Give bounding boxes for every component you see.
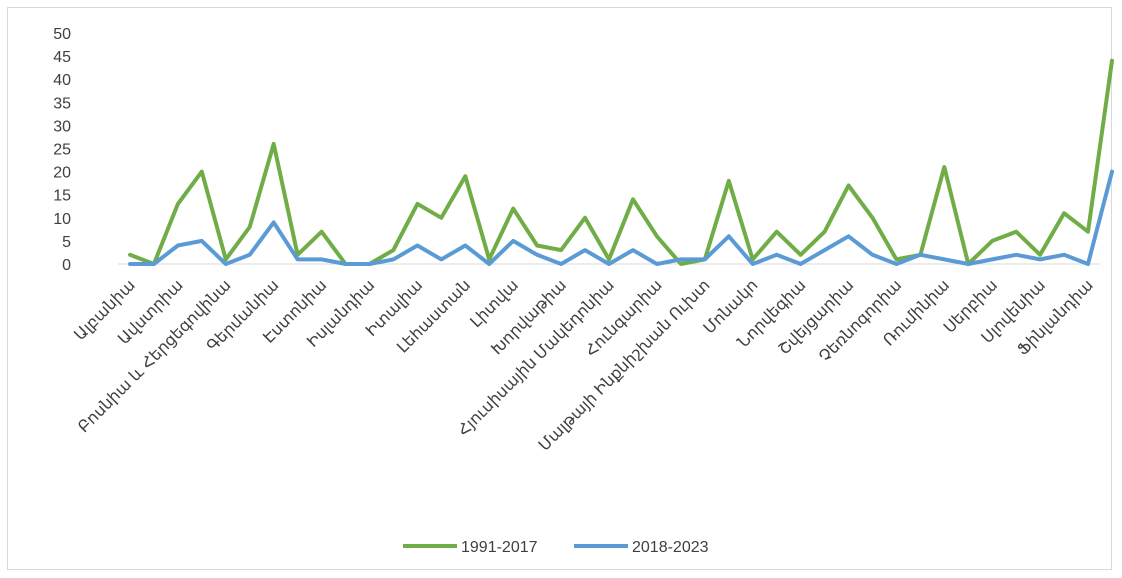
series-line-2018-2023 (128, 169, 1114, 266)
y-tick-label: 50 (53, 26, 71, 43)
y-tick-label: 40 (53, 72, 71, 89)
y-tick-label: 30 (53, 118, 71, 135)
y-tick-label: 5 (62, 234, 71, 251)
y-tick-label: 15 (53, 188, 71, 205)
x-tick-label: Մալթայի Ինքնիշխան Ուխտ (536, 277, 714, 455)
legend-label: 2018-2023 (632, 539, 709, 556)
legend-label: 1991-2017 (461, 539, 538, 556)
x-tick-label: Չեռնոգորիա (816, 277, 905, 366)
chart-frame (7, 7, 1112, 570)
series-line-1991-2017 (128, 58, 1114, 266)
y-tick-label: 45 (53, 49, 71, 66)
y-tick-label: 20 (53, 165, 71, 182)
y-tick-label: 35 (53, 95, 71, 112)
y-tick-label: 0 (62, 257, 71, 274)
y-tick-label: 25 (53, 142, 71, 159)
y-tick-label: 10 (53, 211, 71, 228)
